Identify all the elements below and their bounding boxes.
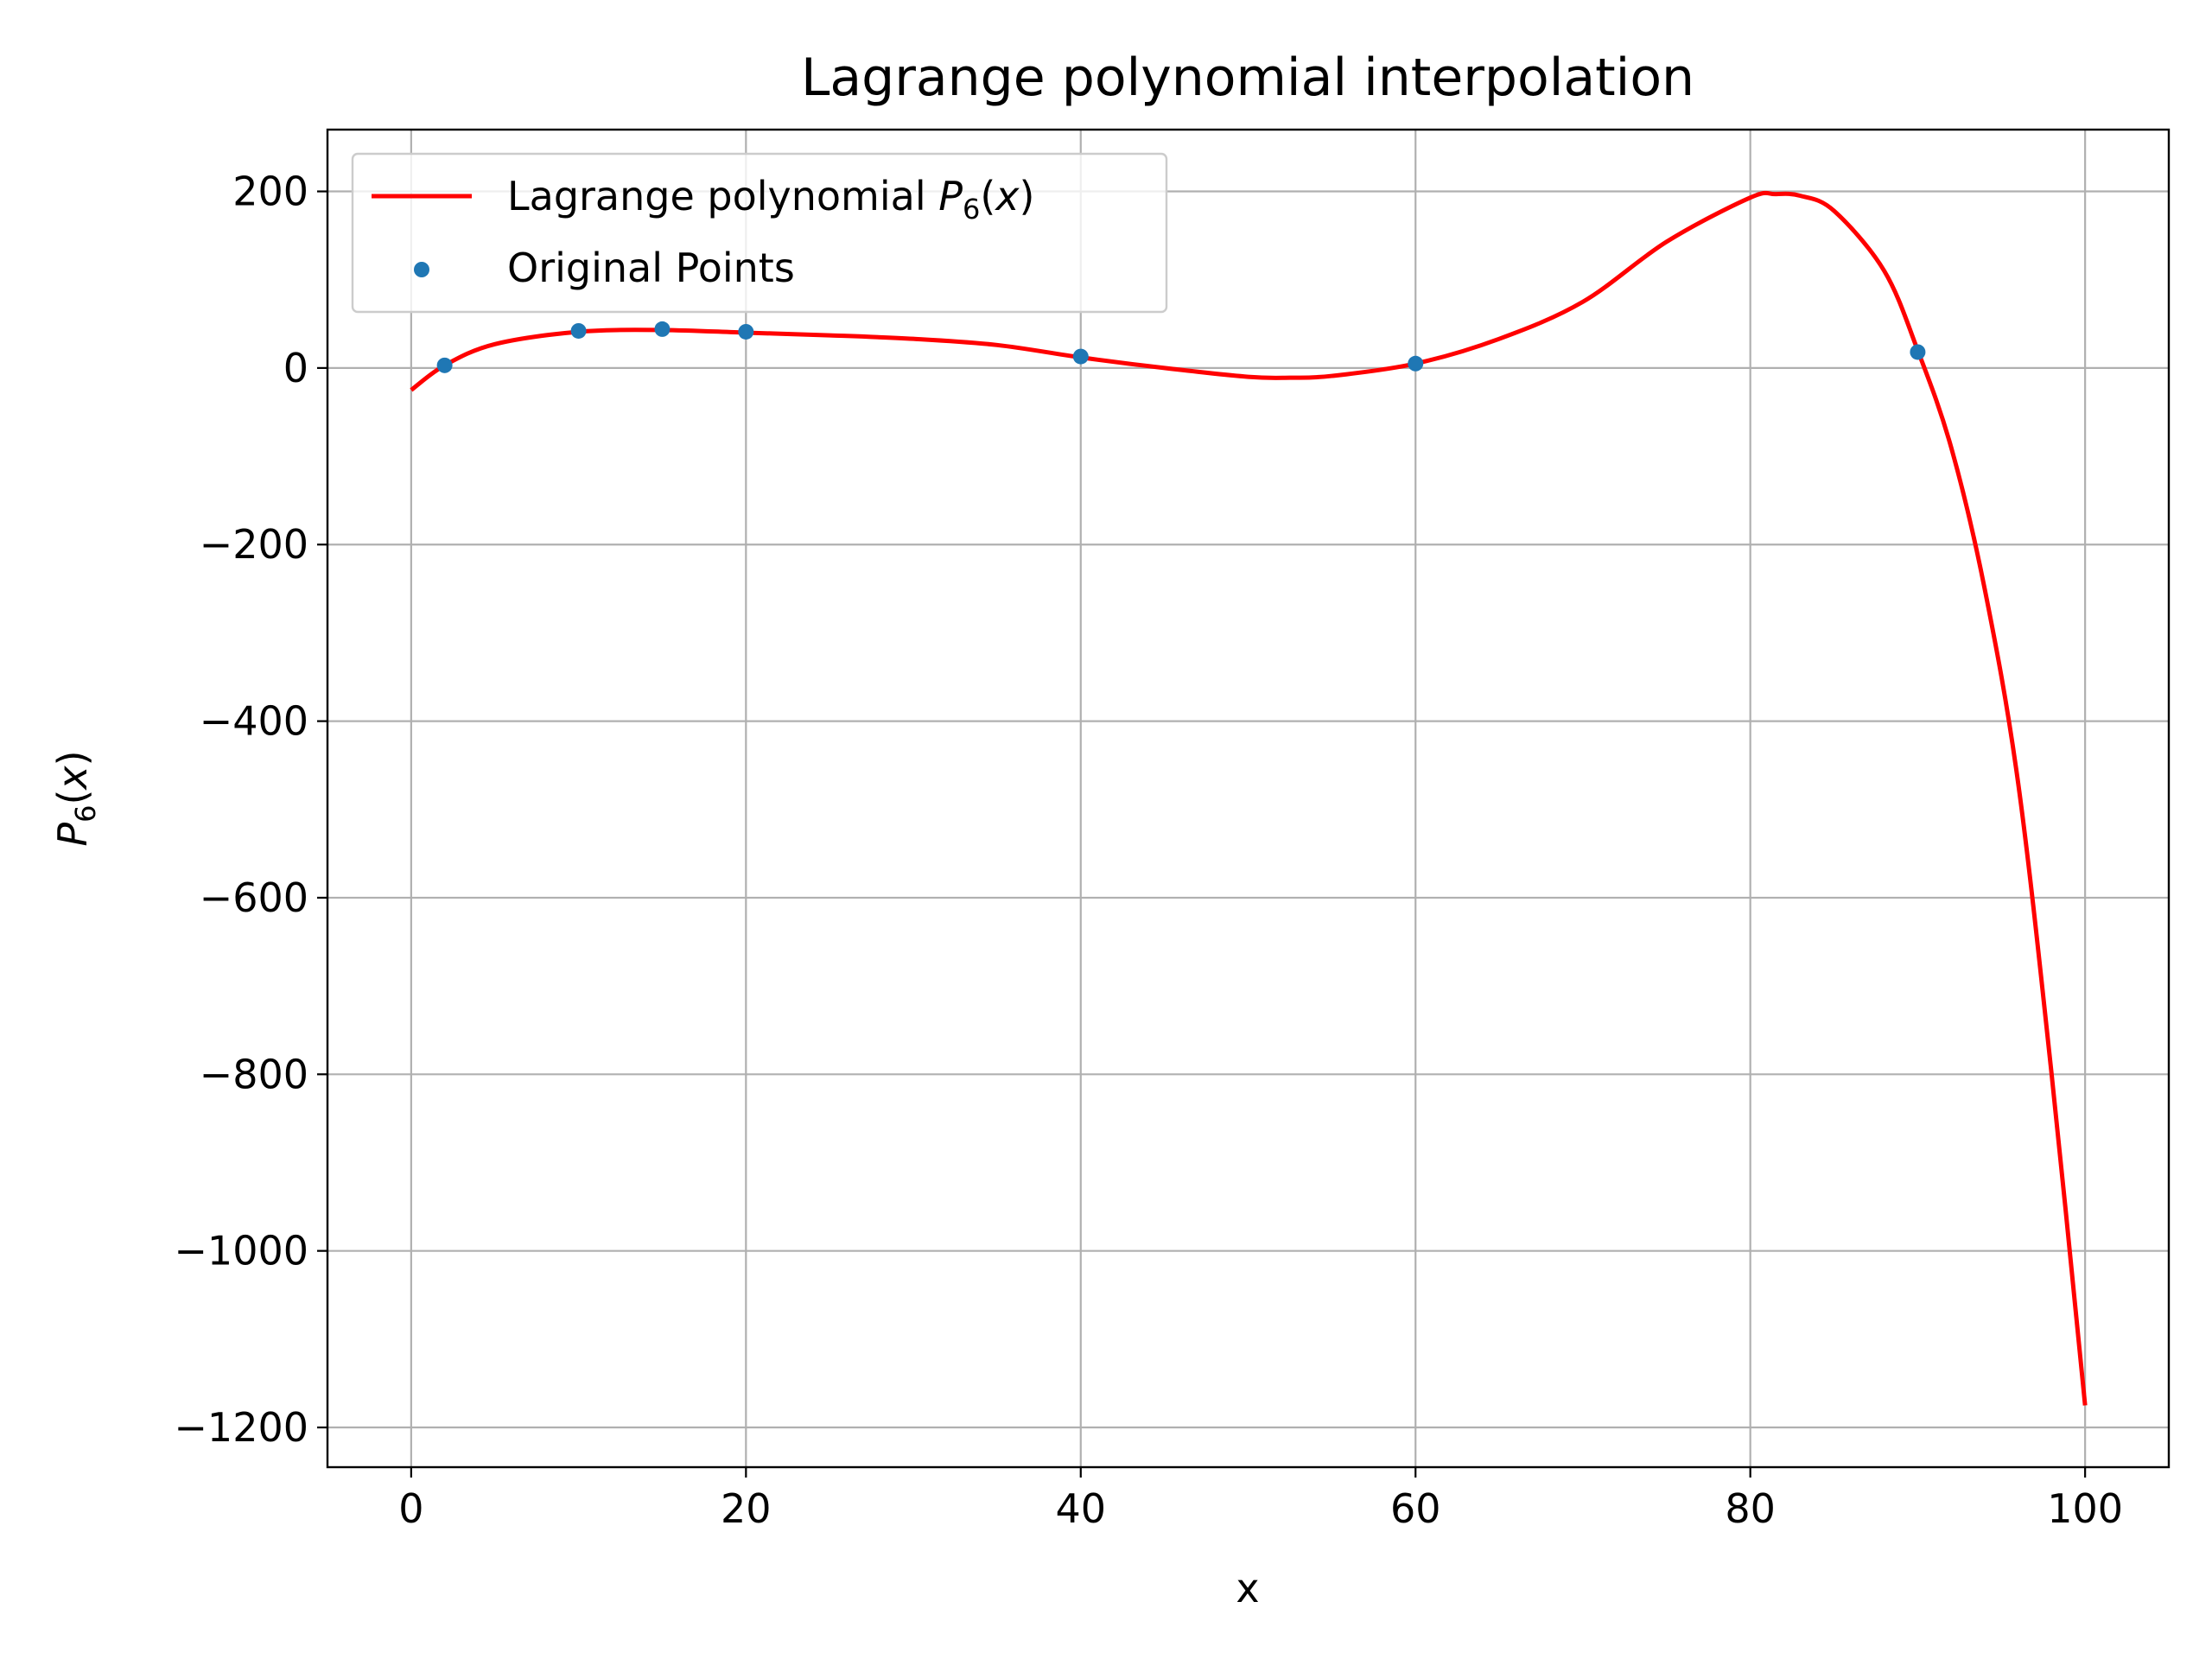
x-tick-label: 20 bbox=[721, 1485, 772, 1532]
series-line-lagrange bbox=[410, 190, 2088, 1406]
x-tick-label: 80 bbox=[1725, 1485, 1776, 1532]
scatter-point bbox=[654, 321, 671, 337]
scatter-point bbox=[1072, 348, 1089, 365]
y-tick-label: −800 bbox=[200, 1051, 308, 1097]
y-tick-label: −1000 bbox=[174, 1228, 308, 1274]
plot-content bbox=[410, 190, 2088, 1406]
legend: Lagrange polynomial P6(x) Original Point… bbox=[351, 152, 1168, 314]
y-tick-label: −200 bbox=[200, 521, 308, 568]
x-tick-label: 60 bbox=[1390, 1485, 1441, 1532]
y-axis-label: P6(x) bbox=[49, 750, 102, 846]
axes-frame bbox=[326, 128, 2171, 1469]
scatter-point bbox=[570, 322, 587, 339]
legend-box bbox=[351, 152, 1168, 314]
legend-label-points: Original Points bbox=[507, 245, 795, 291]
scatter-point bbox=[1408, 355, 1424, 372]
scatter-point bbox=[436, 357, 453, 373]
y-tick-label: 200 bbox=[232, 168, 308, 215]
chart-title: Lagrange polynomial interpolation bbox=[801, 48, 1694, 108]
ticks: 0 20 40 60 80 100 200 0 −200 −400 −600 −800 −1000 −12… bbox=[174, 168, 2123, 1532]
x-axis-label: x bbox=[1236, 1565, 1259, 1611]
x-tick-label: 40 bbox=[1055, 1485, 1106, 1532]
scatter-point bbox=[738, 323, 754, 340]
legend-marker-swatch bbox=[414, 262, 429, 277]
x-tick-label: 0 bbox=[398, 1485, 423, 1532]
x-tick-label: 100 bbox=[2047, 1485, 2123, 1532]
scatter-point bbox=[1910, 344, 1926, 360]
y-tick-label: −600 bbox=[200, 874, 308, 921]
y-tick-label: −1200 bbox=[174, 1404, 308, 1451]
legend-label-polynomial: Lagrange polynomial P6(x) bbox=[507, 173, 1034, 226]
y-tick-label: 0 bbox=[283, 345, 308, 391]
y-tick-label: −400 bbox=[200, 698, 308, 745]
